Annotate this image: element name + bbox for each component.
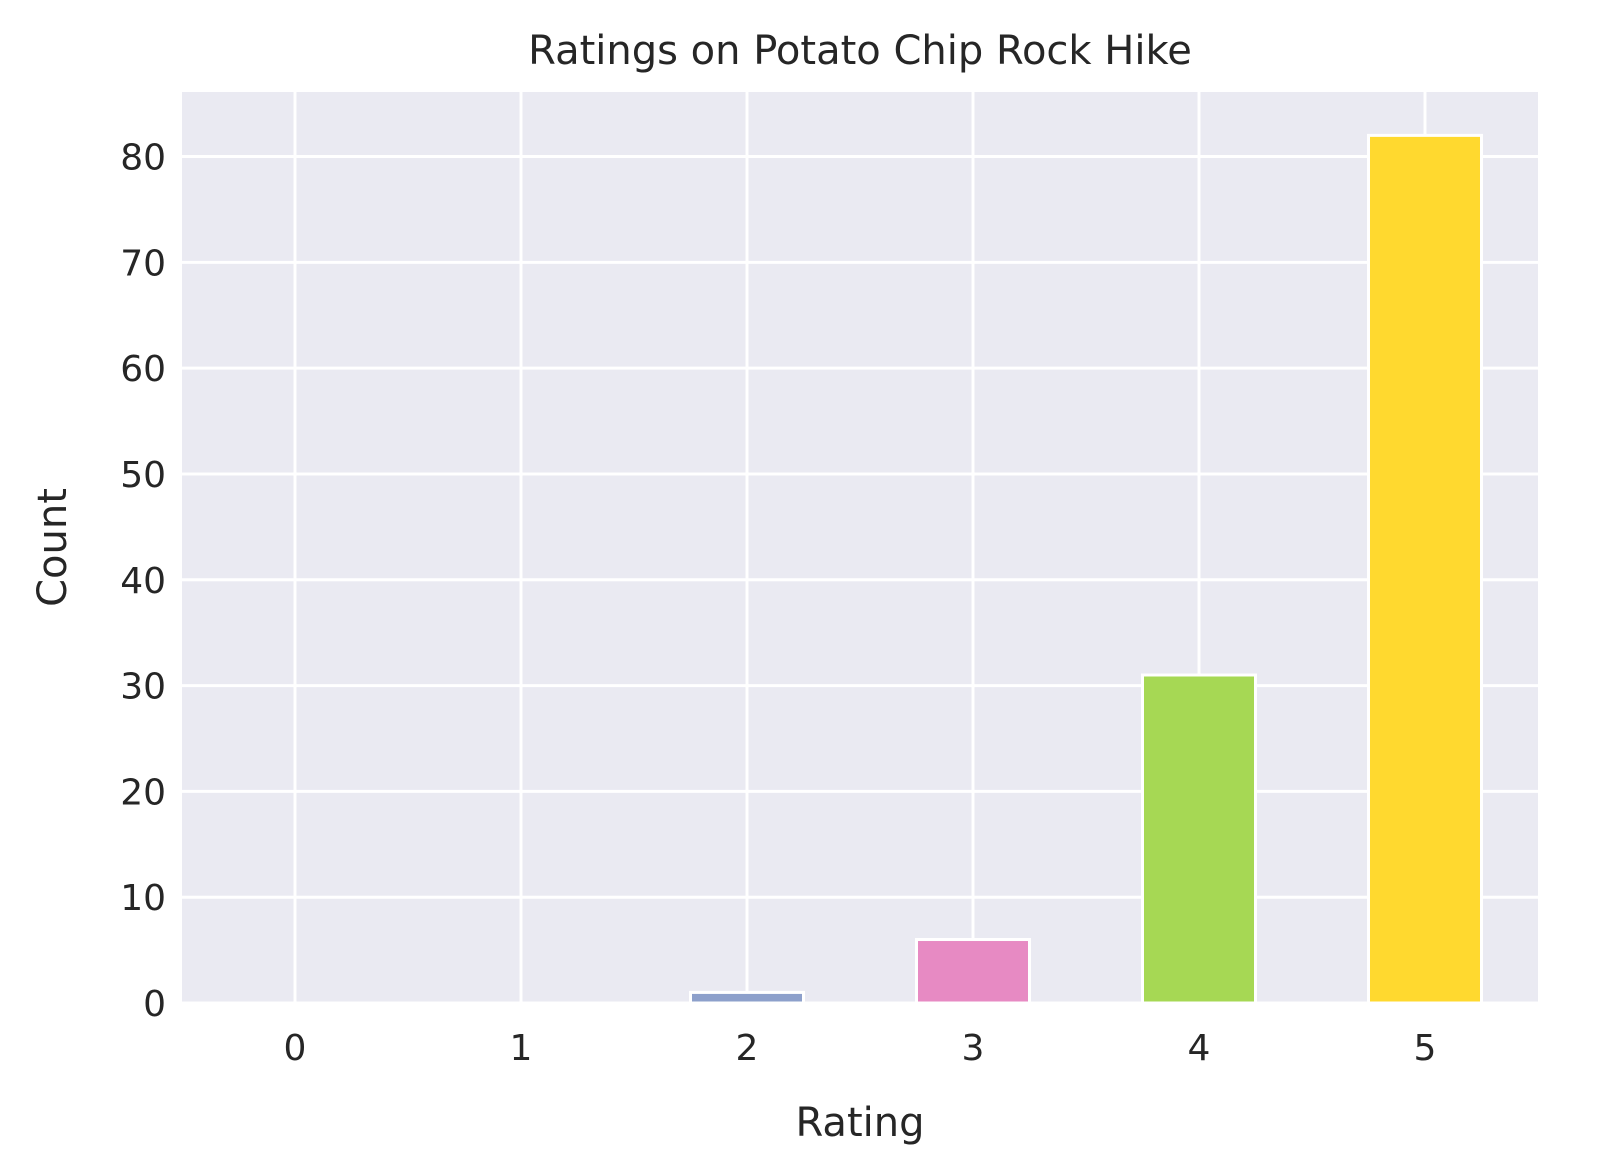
y-tick-label: 20 [120, 772, 166, 813]
y-tick-label: 70 [120, 243, 166, 284]
bar-rating-3 [915, 938, 1031, 1005]
y-tick-label: 30 [120, 667, 166, 708]
x-tick-label: 4 [1188, 1028, 1211, 1069]
chart-title: Ratings on Potato Chip Rock Hike [528, 28, 1192, 74]
bar-rating-5 [1367, 133, 1483, 1005]
bar-rating-2 [689, 990, 805, 1005]
x-tick-label: 3 [962, 1028, 985, 1069]
y-axis-label: Count [30, 488, 76, 607]
y-tick-label: 40 [120, 561, 166, 602]
x-tick-label: 1 [510, 1028, 533, 1069]
y-tick-label: 0 [143, 984, 166, 1025]
x-axis-label: Rating [796, 1100, 925, 1146]
x-tick-label: 0 [284, 1028, 307, 1069]
x-tick-label: 5 [1414, 1028, 1437, 1069]
y-tick-label: 80 [120, 138, 166, 179]
x-axis-ticks: 0 1 2 3 4 5 [284, 1028, 1437, 1069]
y-axis-ticks: 0 10 20 30 40 50 60 70 80 [120, 138, 166, 1025]
bar-rating-4 [1141, 673, 1257, 1005]
y-tick-label: 60 [120, 349, 166, 390]
bars [689, 133, 1483, 1005]
y-tick-label: 50 [120, 455, 166, 496]
x-tick-label: 2 [736, 1028, 759, 1069]
y-tick-label: 10 [120, 878, 166, 919]
plot-background [182, 92, 1538, 1003]
